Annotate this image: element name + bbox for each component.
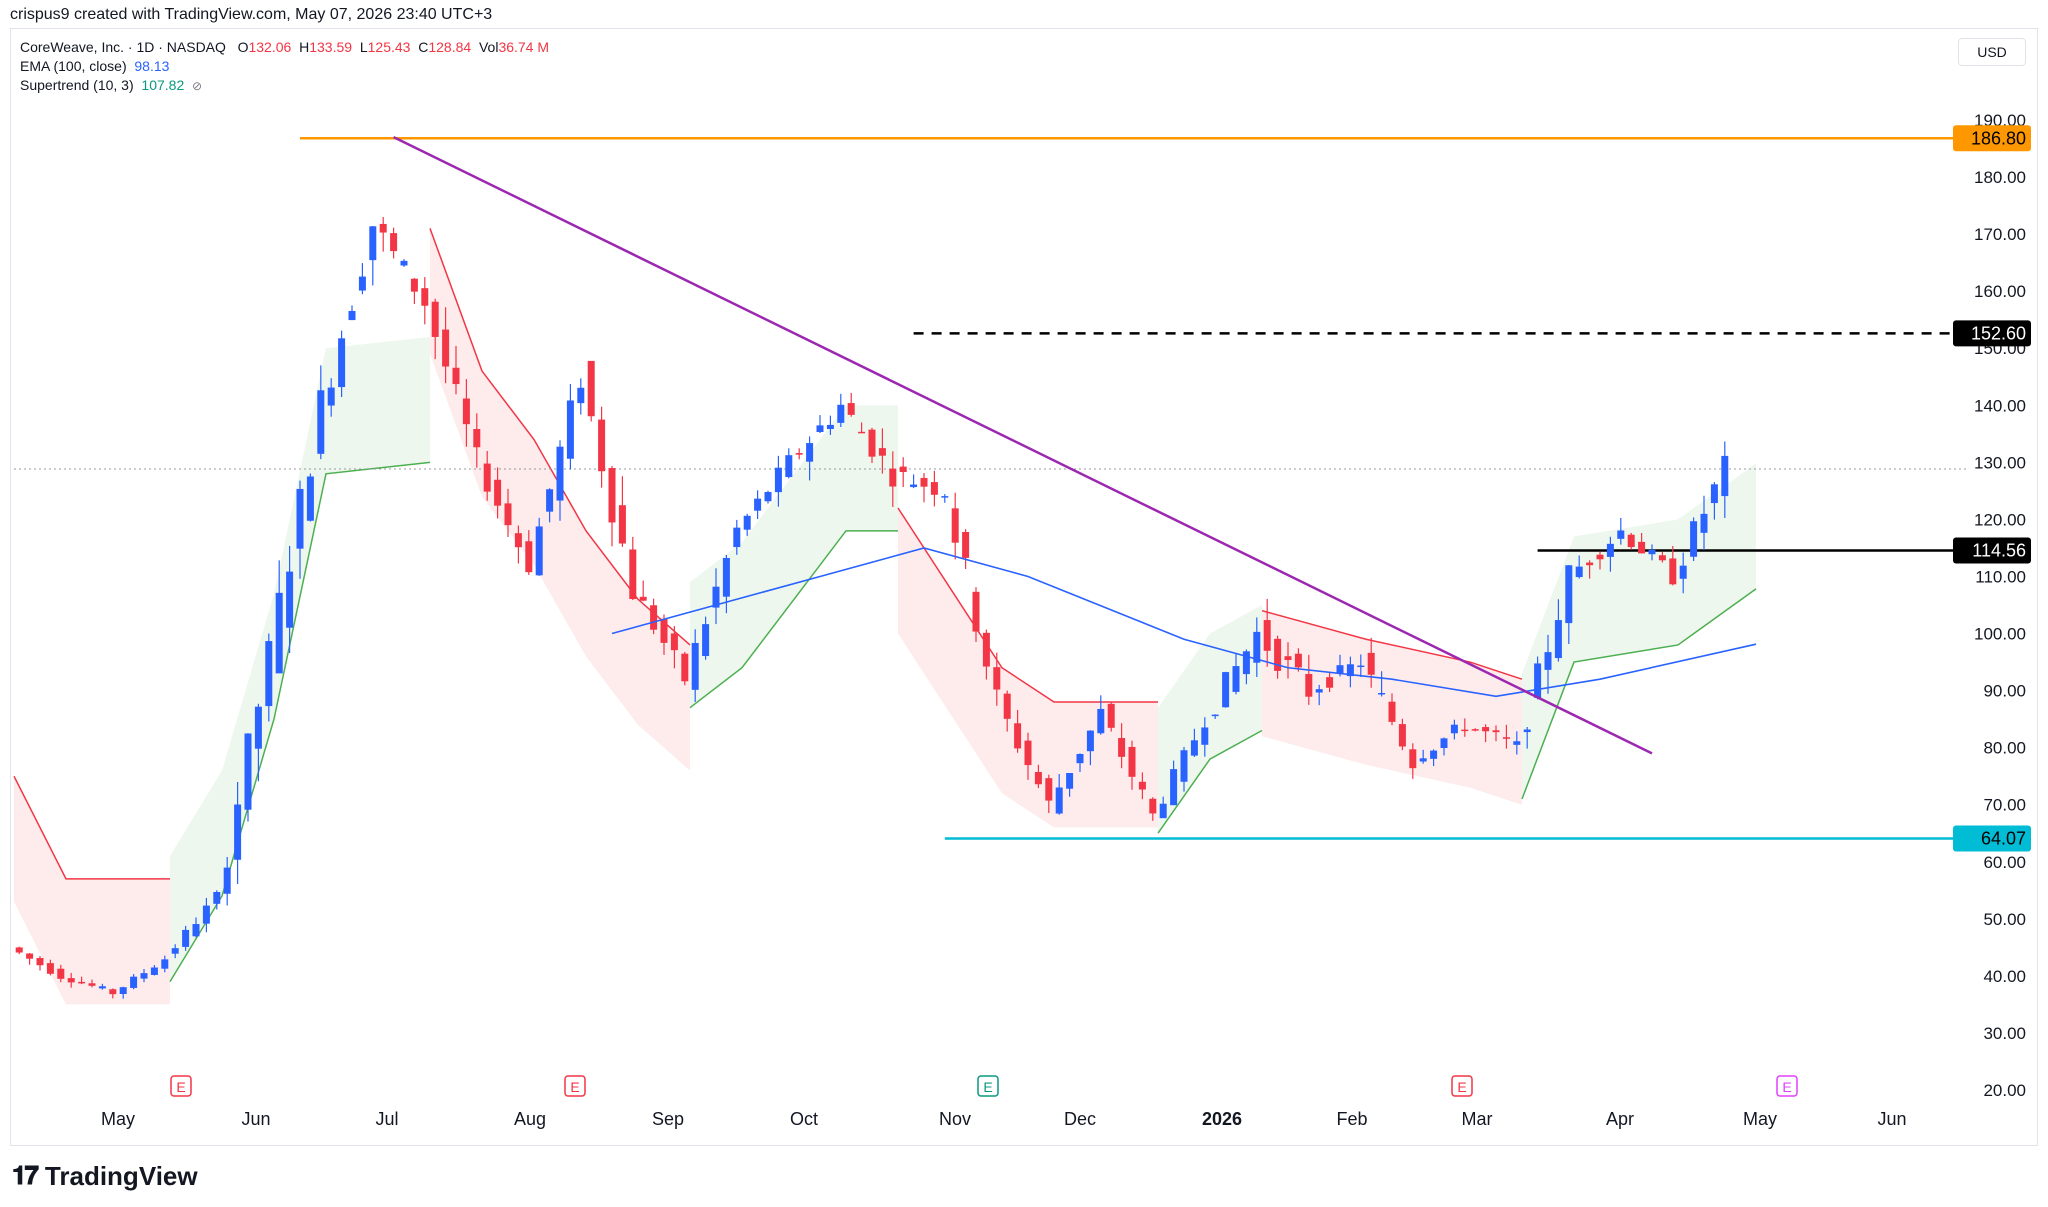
symbol-name: CoreWeave, Inc. · 1D · NASDAQ [20,39,226,55]
high-value: 133.59 [309,39,353,55]
chart-credit: crispus9 created with TradingView.com, M… [10,6,493,23]
close-value: 128.84 [428,39,472,55]
ema-value: 98.13 [134,58,170,74]
low-value: 125.43 [367,39,411,55]
chart-legend: CoreWeave, Inc. · 1D · NASDAQ O132.06 H1… [20,38,549,96]
close-label: C [418,39,429,55]
legend-supertrend-row[interactable]: Supertrend (10, 3) 107.82 ⊘ [20,76,549,96]
hide-icon[interactable]: ⊘ [192,79,203,93]
volume-value: 36.74 M [498,39,550,55]
chart-frame [10,28,2038,1146]
currency-button[interactable]: USD [1958,38,2026,66]
brand-name: TradingView [44,1160,198,1191]
legend-symbol-row[interactable]: CoreWeave, Inc. · 1D · NASDAQ O132.06 H1… [20,38,549,57]
open-value: 132.06 [248,39,292,55]
supertrend-label: Supertrend (10, 3) [20,77,134,93]
volume-label: Vol [478,39,499,55]
tradingview-logo-icon: 𝟏𝟕 [12,1160,39,1190]
ema-label: EMA (100, close) [20,58,127,74]
high-label: H [299,39,310,55]
open-label: O [237,39,249,55]
tradingview-logo: 𝟏𝟕 TradingView [12,1160,198,1192]
low-label: L [359,39,368,55]
legend-ema-row[interactable]: EMA (100, close) 98.13 [20,57,549,76]
supertrend-value: 107.82 [141,77,185,93]
